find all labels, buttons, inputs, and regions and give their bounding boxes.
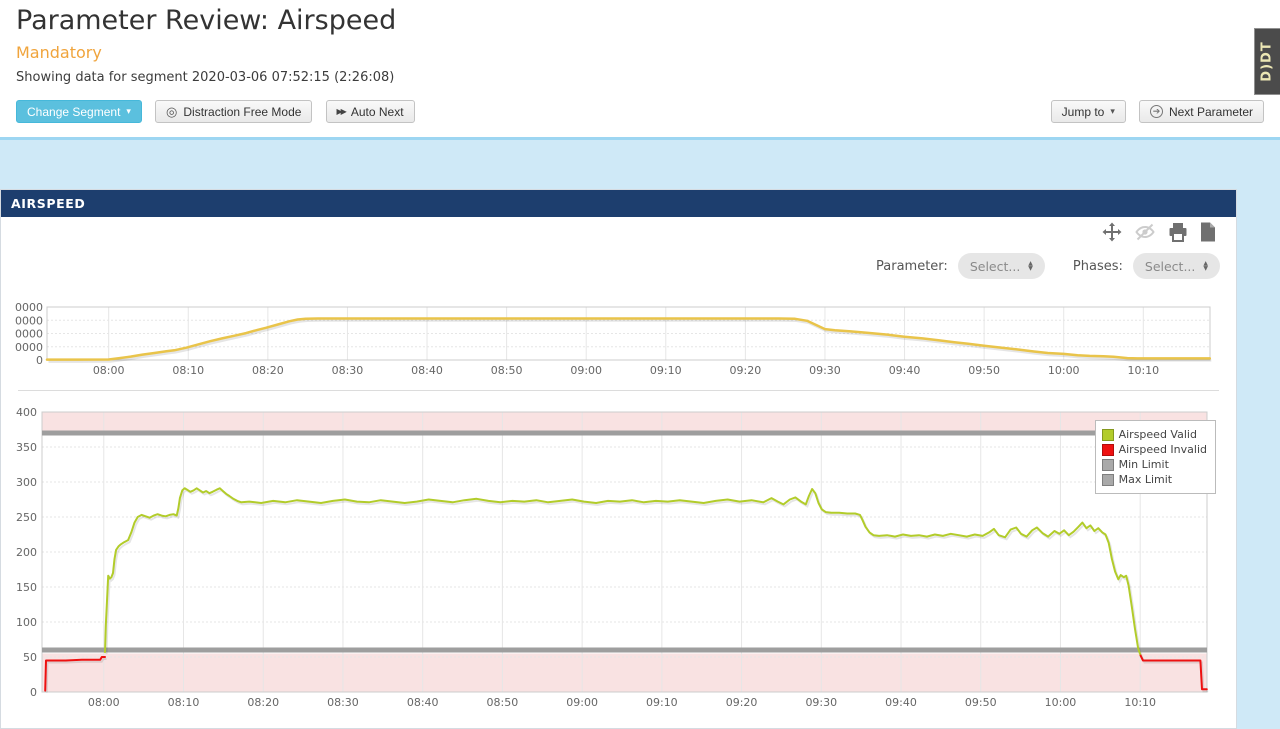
svg-text:08:10: 08:10 xyxy=(172,364,204,377)
svg-text:09:00: 09:00 xyxy=(570,364,602,377)
svg-text:09:10: 09:10 xyxy=(646,696,678,709)
phases-select[interactable]: Select... ▲ ▼ xyxy=(1132,253,1220,279)
change-segment-button[interactable]: Change Segment ▾ xyxy=(16,100,142,123)
brand-tab[interactable]: D)DT xyxy=(1254,28,1280,95)
legend-swatch-invalid xyxy=(1101,443,1114,456)
airspeed-panel: AIRSPEED Parameter: Selec xyxy=(0,189,1237,729)
change-segment-label: Change Segment xyxy=(27,104,121,119)
legend-swatch-min-limit xyxy=(1101,458,1114,471)
move-icon[interactable] xyxy=(1102,222,1122,242)
filter-row: Parameter: Select... ▲ ▼ Phases: Select..… xyxy=(876,253,1220,279)
svg-text:10000: 10000 xyxy=(15,341,43,354)
svg-text:09:20: 09:20 xyxy=(726,696,758,709)
svg-text:0: 0 xyxy=(36,354,43,367)
svg-text:10:10: 10:10 xyxy=(1124,696,1156,709)
airspeed-main-chart[interactable]: 0 50 100 150 200 250 300 350 400 08:00 08:10 08:20 0… xyxy=(10,402,1222,717)
svg-text:09:00: 09:00 xyxy=(566,696,598,709)
svg-text:09:30: 09:30 xyxy=(805,696,837,709)
svg-text:09:30: 09:30 xyxy=(809,364,841,377)
chevron-down-icon: ▾ xyxy=(1110,106,1115,116)
auto-next-label: Auto Next xyxy=(350,104,404,119)
parameter-label: Parameter: xyxy=(876,258,948,274)
page-subtitle: Mandatory xyxy=(16,43,102,62)
altitude-overview-chart[interactable]: 010000200003000040000 08:00 08:10 08:20 08:3… xyxy=(15,296,1220,381)
svg-text:08:00: 08:00 xyxy=(93,364,125,377)
brand-logo: D)DT xyxy=(1260,41,1275,82)
next-parameter-label: Next Parameter xyxy=(1168,104,1253,119)
parameter-select[interactable]: Select... ▲ ▼ xyxy=(957,253,1045,279)
svg-text:09:40: 09:40 xyxy=(889,364,921,377)
svg-text:50: 50 xyxy=(23,651,37,664)
svg-text:08:30: 08:30 xyxy=(332,364,364,377)
svg-text:08:10: 08:10 xyxy=(168,696,200,709)
svg-text:10:00: 10:00 xyxy=(1045,696,1077,709)
svg-text:08:20: 08:20 xyxy=(252,364,284,377)
legend-item: Max Limit xyxy=(1101,473,1207,486)
distraction-free-label: Distraction Free Mode xyxy=(183,104,302,119)
app-header: Parameter Review: Airspeed Mandatory Sho… xyxy=(0,0,1280,137)
svg-text:08:20: 08:20 xyxy=(247,696,279,709)
legend-item: Min Limit xyxy=(1101,458,1207,471)
next-parameter-button[interactable]: ➔ Next Parameter xyxy=(1138,100,1264,123)
svg-text:200: 200 xyxy=(16,546,37,559)
svg-text:10:00: 10:00 xyxy=(1048,364,1080,377)
svg-text:09:20: 09:20 xyxy=(730,364,762,377)
svg-text:09:50: 09:50 xyxy=(965,696,997,709)
toolbar: Change Segment ▾ ◎ Distraction Free Mode… xyxy=(16,100,1264,124)
chart-legend: Airspeed Valid Airspeed Invalid Min Limi… xyxy=(1094,420,1216,494)
segment-info: Showing data for segment 2020-03-06 07:5… xyxy=(16,70,395,85)
svg-text:09:10: 09:10 xyxy=(650,364,682,377)
parameter-select-value: Select... xyxy=(969,258,1021,274)
chart-separator xyxy=(18,390,1219,391)
select-arrows-icon: ▲ ▼ xyxy=(1028,260,1033,272)
svg-text:09:50: 09:50 xyxy=(968,364,1000,377)
chevron-down-icon: ▾ xyxy=(126,106,131,116)
phases-label: Phases: xyxy=(1072,258,1123,274)
content-background: AIRSPEED Parameter: Selec xyxy=(0,137,1280,729)
distraction-free-mode-button[interactable]: ◎ Distraction Free Mode xyxy=(155,100,313,123)
svg-text:20000: 20000 xyxy=(15,328,43,341)
svg-text:08:50: 08:50 xyxy=(487,696,519,709)
print-icon[interactable] xyxy=(1168,222,1188,242)
svg-text:350: 350 xyxy=(16,441,37,454)
svg-text:08:00: 08:00 xyxy=(88,696,120,709)
legend-swatch-valid xyxy=(1101,428,1114,441)
legend-item: Airspeed Valid xyxy=(1101,428,1207,441)
svg-text:30000: 30000 xyxy=(15,314,43,327)
jump-to-button[interactable]: Jump to ▾ xyxy=(1050,100,1126,123)
svg-text:300: 300 xyxy=(16,476,37,489)
circle-arrow-icon: ➔ xyxy=(1149,105,1163,118)
fast-forward-icon: ▶▶ xyxy=(336,107,347,116)
phases-select-value: Select... xyxy=(1144,258,1196,274)
svg-text:08:30: 08:30 xyxy=(327,696,359,709)
svg-text:0: 0 xyxy=(30,686,37,699)
legend-item: Airspeed Invalid xyxy=(1101,443,1207,456)
legend-swatch-max-limit xyxy=(1101,473,1114,486)
chart-toolbar xyxy=(1102,222,1216,242)
page-title: Parameter Review: Airspeed xyxy=(16,5,397,36)
eye-off-icon[interactable] xyxy=(1134,223,1156,241)
svg-text:08:50: 08:50 xyxy=(491,364,523,377)
auto-next-button[interactable]: ▶▶ Auto Next xyxy=(325,100,415,123)
panel-title: AIRSPEED xyxy=(1,190,1236,217)
svg-text:100: 100 xyxy=(16,616,37,629)
select-arrows-icon: ▲ ▼ xyxy=(1203,260,1208,272)
jump-to-label: Jump to xyxy=(1061,104,1105,119)
svg-text:08:40: 08:40 xyxy=(407,696,439,709)
svg-text:08:40: 08:40 xyxy=(411,364,443,377)
svg-text:10:10: 10:10 xyxy=(1127,364,1159,377)
svg-text:40000: 40000 xyxy=(15,301,43,314)
file-icon[interactable] xyxy=(1200,222,1216,242)
svg-text:09:40: 09:40 xyxy=(885,696,917,709)
circle-dot-icon: ◎ xyxy=(166,104,178,119)
svg-text:400: 400 xyxy=(16,406,37,419)
svg-text:250: 250 xyxy=(16,511,37,524)
svg-text:150: 150 xyxy=(16,581,37,594)
